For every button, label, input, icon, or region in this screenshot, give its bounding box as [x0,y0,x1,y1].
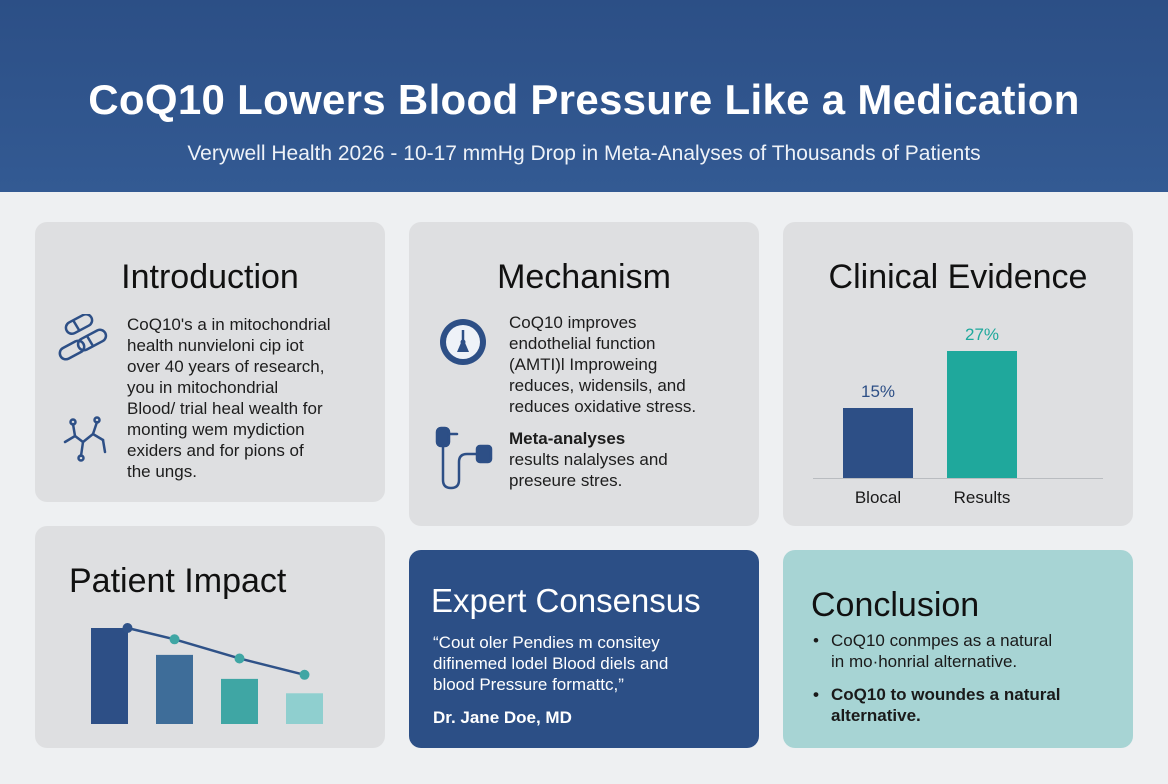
header-banner: CoQ10 Lowers Blood Pressure Like a Medic… [0,0,1168,192]
intro-line: you in mitochondrial [127,378,279,397]
mechanism-line: reduces, widensils, and [509,376,686,395]
intro-line: over 40 years of research, [127,357,325,376]
expert-author: Dr. Jane Doe, MD [433,708,572,727]
intro-line: monting wem mydiction [127,420,305,439]
impact-trend-point [234,653,245,664]
mechanism-line: results nalalyses and [509,450,668,469]
expert-quote: “Cout oler Pendies m consitey difinemed … [433,632,753,695]
bar-results [947,351,1017,478]
expert-consensus-title: Expert Consensus [431,582,701,619]
impact-trend-point [122,623,133,633]
mechanism-text: CoQ10 improves endothelial function (AMT… [509,312,754,417]
clinical-evidence-title: Clinical Evidence [828,258,1088,296]
intro-line: the ungs. [127,462,197,481]
patient-impact-title: Patient Impact [69,562,287,600]
mechanism-line: endothelial function [509,334,656,353]
bullet-line: in mo·honrial alternative. [831,652,1018,671]
mechanism-line: CoQ10 improves [509,313,637,332]
mechanism-meta-heading: Meta-analyses [509,429,626,448]
intro-line: exiders and for pions of [127,441,304,460]
impact-bar [221,678,258,724]
introduction-title: Introduction [121,258,299,296]
conclusion-card: Conclusion CoQ10 conmpes as a natural in… [783,550,1133,748]
mechanism-line: (AMTI)l Improweing [509,355,658,374]
intro-line: CoQ10's a in mitochondrial [127,315,331,334]
mechanism-line: preseure stres. [509,471,623,490]
impact-trend-line [127,626,305,677]
mechanism-line: reduces oxidative stress. [509,397,697,416]
impact-bar [286,693,323,724]
category-label-results: Results [953,488,1011,507]
quote-line: difinemed lodel Blood diels and [433,654,669,673]
bullet-line: alternative. [831,706,921,725]
pill-cluster-icon [58,314,108,361]
quote-line: blood Pressure formattc,” [433,675,624,694]
blood-pressure-cuff-icon [435,426,493,490]
quote-line: “Cout oler Pendies m consitey [433,633,660,652]
bar-value-blocal: 15% [860,381,896,401]
molecule-icon [63,416,107,462]
intro-line: health nunvieloni cip iot [127,336,304,355]
bullet-line: CoQ10 to woundes a natural [831,685,1061,704]
page-subtitle: Verywell Health 2026 - 10-17 mmHg Drop i… [187,142,981,165]
mechanism-meta-text: Meta-analyses results nalalyses and pres… [509,428,754,491]
conclusion-bullet: CoQ10 to woundes a natural alternative. [809,684,1119,726]
conclusion-bullet: CoQ10 conmpes as a natural in mo·honrial… [809,630,1119,672]
impact-bar [91,628,128,724]
introduction-card: Introduction CoQ10's a in mitochondrial … [35,222,385,502]
intro-line: Blood/ trial heal wealth for [127,399,323,418]
impact-bar [156,654,193,724]
bar-blocal [843,407,913,478]
conclusion-title: Conclusion [811,586,980,624]
clinical-bar-chart: 15% 27% Blocal Results [783,222,1133,526]
conclusion-list: CoQ10 conmpes as a natural in mo·honrial… [809,630,1119,738]
introduction-text: CoQ10's a in mitochondrial health nunvie… [127,314,377,482]
patient-impact-chart [91,623,323,724]
bullet-line: CoQ10 conmpes as a natural [831,631,1053,650]
impact-trend-point [169,634,180,645]
clinical-evidence-card: Clinical Evidence 15% 27% Blocal Results [783,222,1133,526]
mechanism-title: Mechanism [497,258,671,296]
patient-impact-card: Patient Impact [35,526,385,748]
page-title: CoQ10 Lowers Blood Pressure Like a Medic… [88,76,1080,123]
impact-trend-point [299,669,310,680]
chart-baseline [813,478,1103,479]
category-label-blocal: Blocal [854,488,902,507]
mechanism-card: Mechanism CoQ10 improves endothelial fun… [409,222,759,526]
expert-consensus-card: Expert Consensus “Cout oler Pendies m co… [409,550,759,748]
gauge-icon [440,319,486,365]
bar-value-results: 27% [964,325,1000,345]
